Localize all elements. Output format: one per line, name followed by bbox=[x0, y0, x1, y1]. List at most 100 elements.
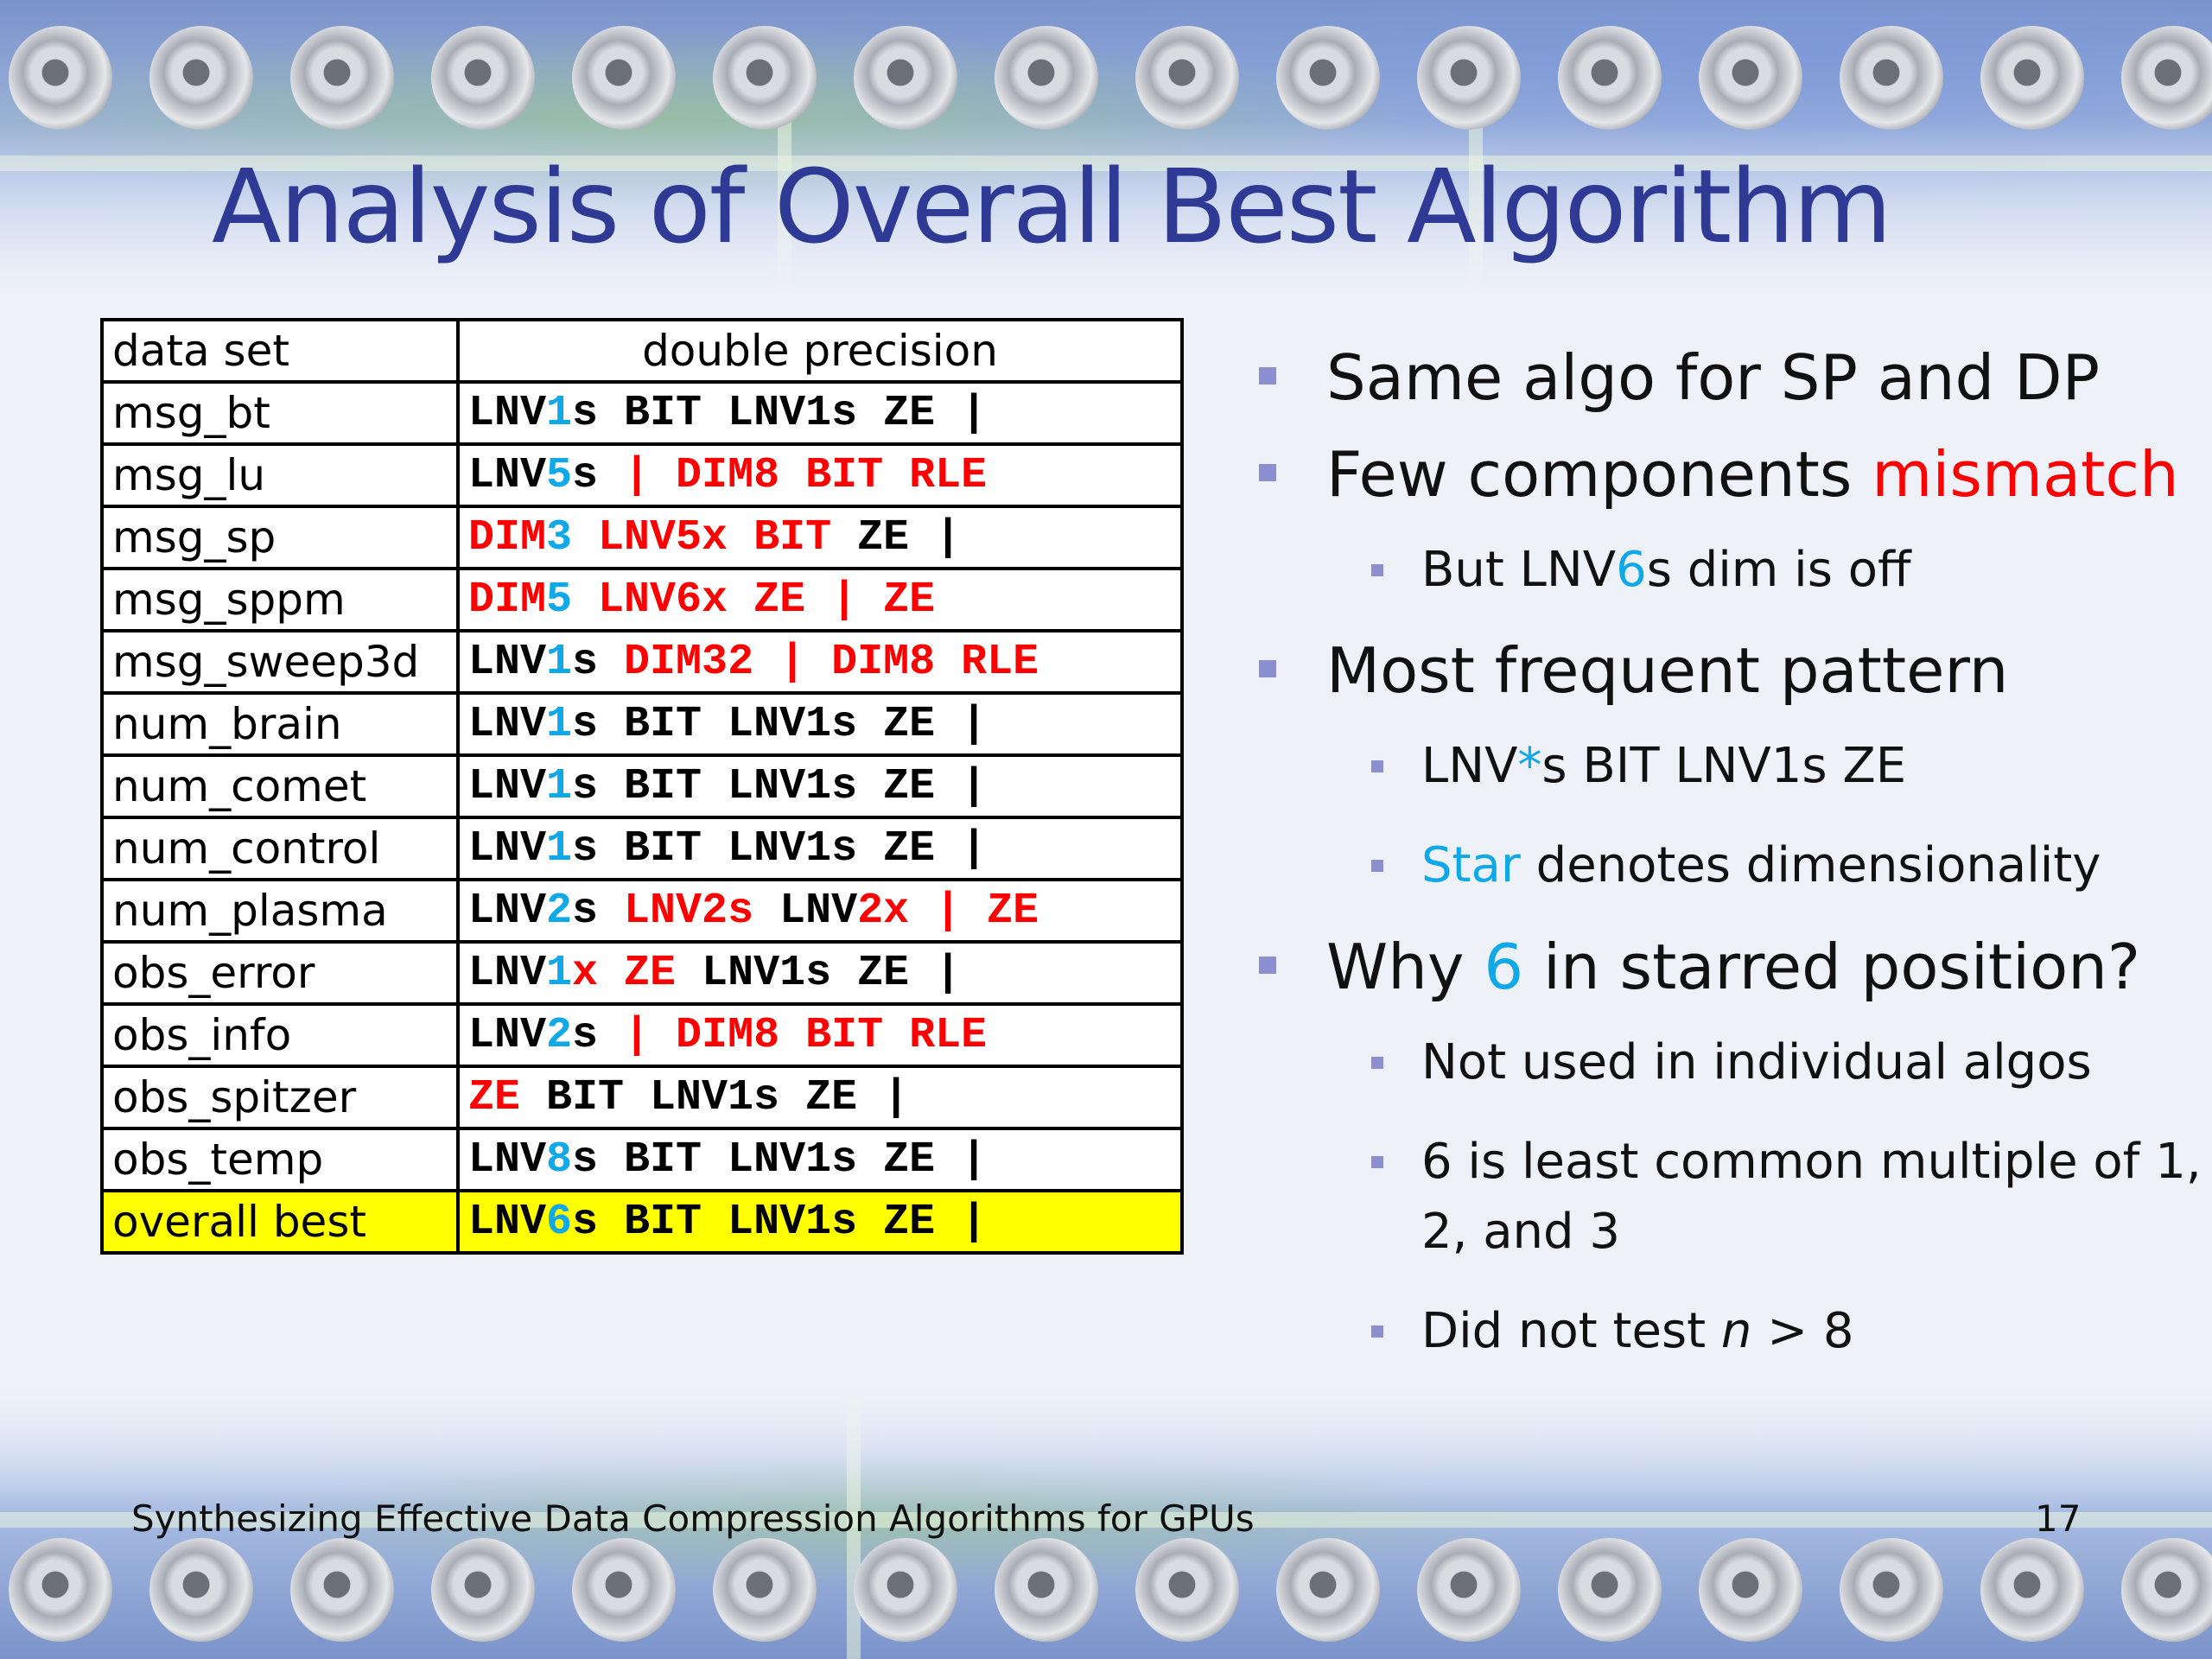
accent-text: 6 bbox=[1484, 930, 1524, 1003]
text-segment: s bbox=[572, 637, 625, 687]
text-segment: LNV bbox=[468, 761, 547, 811]
mismatch-text: x ZE bbox=[572, 948, 677, 998]
dataset-cell: obs_error bbox=[100, 940, 460, 1006]
dataset-cell: num_plasma bbox=[100, 878, 460, 944]
algorithm-cell: DIM5 LNV6x ZE | ZE bbox=[456, 567, 1184, 632]
bullet-square-icon bbox=[1259, 660, 1276, 678]
dataset-cell: msg_sweep3d bbox=[100, 629, 460, 695]
bullet-square-icon bbox=[1371, 760, 1383, 773]
sub-bullet-item: Star denotes dimensionality bbox=[1257, 830, 2208, 900]
mismatch-text: 2x | ZE bbox=[857, 886, 1039, 936]
circuit-pin-icon bbox=[1417, 1538, 1521, 1642]
text-segment: Did not test bbox=[1421, 1303, 1721, 1360]
text-segment: LNV bbox=[468, 699, 547, 749]
circuit-pin-icon bbox=[149, 1538, 253, 1642]
mismatch-text: | DIM8 BIT RLE bbox=[624, 1010, 988, 1060]
mismatch-text: LNV2s bbox=[624, 886, 754, 936]
bullet-square-icon bbox=[1371, 1155, 1383, 1168]
text-segment: s bbox=[572, 1010, 625, 1060]
circuit-pin-icon bbox=[995, 26, 1098, 130]
text-segment: s BIT LNV1s ZE | bbox=[572, 388, 988, 438]
text-segment: LNV bbox=[468, 886, 547, 936]
algorithm-cell: LNV1s BIT LNV1s ZE | bbox=[456, 753, 1184, 819]
dataset-cell: num_comet bbox=[100, 753, 460, 819]
circuit-pin-icon bbox=[1417, 26, 1521, 130]
dataset-cell: msg_bt bbox=[100, 380, 460, 446]
bullet-square-icon bbox=[1371, 860, 1383, 873]
algorithm-cell: LNV5s | DIM8 BIT RLE bbox=[456, 442, 1184, 508]
circuit-pin-icon bbox=[995, 1538, 1098, 1642]
mismatch-text: DIM bbox=[468, 512, 547, 563]
text-segment: LNV bbox=[468, 948, 547, 998]
algorithm-cell: LNV1s BIT LNV1s ZE | bbox=[456, 691, 1184, 757]
circuit-pin-icon bbox=[713, 1538, 817, 1642]
text-segment: > 8 bbox=[1751, 1303, 1854, 1360]
table-row: msg_bt LNV1s BIT LNV1s ZE | bbox=[100, 380, 1184, 446]
algorithm-cell: LNV8s BIT LNV1s ZE | bbox=[456, 1127, 1184, 1192]
circuit-pin-icon bbox=[431, 26, 535, 130]
accent-text: 1 bbox=[546, 761, 573, 811]
accent-text: 1 bbox=[546, 948, 573, 998]
text-segment: LNV bbox=[1421, 738, 1518, 795]
table-row: num_plasma LNV2s LNV2s LNV2x | ZE bbox=[100, 878, 1184, 944]
text-segment: denotes dimensionality bbox=[1520, 837, 2101, 894]
circuit-pin-icon bbox=[1699, 1538, 1802, 1642]
circuit-pin-icon bbox=[1276, 1538, 1380, 1642]
table-row: num_comet LNV1s BIT LNV1s ZE | bbox=[100, 753, 1184, 819]
table-row: num_brain LNV1s BIT LNV1s ZE | bbox=[100, 691, 1184, 757]
text-segment: s BIT LNV1s ZE | bbox=[572, 1197, 988, 1247]
circuit-pin-icon bbox=[9, 1538, 112, 1642]
bullet-list: Same algo for SP and DP Few components mi… bbox=[1257, 341, 2208, 1395]
dataset-cell: obs_info bbox=[100, 1002, 460, 1068]
text-segment: s dim is off bbox=[1646, 542, 1911, 598]
dataset-cell: msg_sppm bbox=[100, 567, 460, 632]
bullet-item: Same algo for SP and DP bbox=[1257, 341, 2208, 414]
text-segment: s BIT LNV1s ZE | bbox=[572, 823, 988, 874]
table-row: msg_lu LNV5s | DIM8 BIT RLE bbox=[100, 442, 1184, 508]
algorithm-table: data set double precision msg_bt LNV1s BI… bbox=[100, 318, 1184, 1255]
sub-bullet-item: But LNV6s dim is off bbox=[1257, 535, 2208, 605]
circuit-pin-icon bbox=[431, 1538, 535, 1642]
sub-bullet-item: Did not test n > 8 bbox=[1257, 1296, 2208, 1366]
sub-bullet-item: 6 is least common multiple of 1, 2, and … bbox=[1257, 1127, 2208, 1267]
table-header-row: data set double precision bbox=[100, 318, 1184, 384]
table-row: msg_sp DIM3 LNV5x BIT ZE | bbox=[100, 505, 1184, 570]
mismatch-text: | DIM8 BIT RLE bbox=[624, 450, 988, 500]
text-segment: s BIT LNV1s ZE | bbox=[572, 699, 988, 749]
text-segment: Same algo for SP and DP bbox=[1326, 341, 2101, 414]
italic-text: n bbox=[1720, 1303, 1752, 1360]
algorithm-cell: LNV6s BIT LNV1s ZE | bbox=[456, 1189, 1184, 1255]
accent-text: * bbox=[1517, 738, 1542, 795]
mismatch-text: mismatch bbox=[1872, 438, 2179, 511]
algorithm-cell: LNV2s LNV2s LNV2x | ZE bbox=[456, 878, 1184, 944]
text-segment: ZE | bbox=[831, 512, 962, 563]
text-segment: LNV bbox=[468, 388, 547, 438]
circuit-pin-icon bbox=[1699, 26, 1802, 130]
dataset-cell: msg_lu bbox=[100, 442, 460, 508]
circuit-pin-icon bbox=[1135, 1538, 1239, 1642]
circuit-pin-icon bbox=[2121, 1538, 2212, 1642]
text-segment: LNV bbox=[468, 637, 547, 687]
circuit-pin-icon bbox=[1135, 26, 1239, 130]
algorithm-cell: DIM3 LNV5x BIT ZE | bbox=[456, 505, 1184, 570]
circuit-pin-icon bbox=[1276, 26, 1380, 130]
text-segment: 6 is least common multiple of 1, 2, and … bbox=[1421, 1133, 2202, 1260]
circuit-pin-icon bbox=[572, 1538, 676, 1642]
mismatch-text: DIM32 | DIM8 RLE bbox=[624, 637, 1039, 687]
text-segment: But LNV bbox=[1421, 542, 1617, 598]
page-number: 17 bbox=[2035, 1497, 2082, 1540]
text-segment: in starred position? bbox=[1523, 930, 2141, 1003]
table-row: obs_error LNV1x ZE LNV1s ZE | bbox=[100, 940, 1184, 1006]
text-segment: Few components bbox=[1326, 438, 1872, 511]
text-segment: s bbox=[572, 886, 625, 936]
text-segment: LNV bbox=[468, 450, 547, 500]
circuit-pins-top bbox=[0, 26, 2212, 147]
circuit-pin-icon bbox=[9, 26, 112, 130]
dataset-cell: num_control bbox=[100, 816, 460, 881]
text-segment: LNV1s ZE | bbox=[676, 948, 962, 998]
bullet-square-icon bbox=[1371, 564, 1383, 576]
text-segment: LNV bbox=[468, 1010, 547, 1060]
table-row: obs_spitzer ZE BIT LNV1s ZE | bbox=[100, 1065, 1184, 1130]
algorithm-cell: LNV2s | DIM8 BIT RLE bbox=[456, 1002, 1184, 1068]
table-row: msg_sweep3d LNV1s DIM32 | DIM8 RLE bbox=[100, 629, 1184, 695]
